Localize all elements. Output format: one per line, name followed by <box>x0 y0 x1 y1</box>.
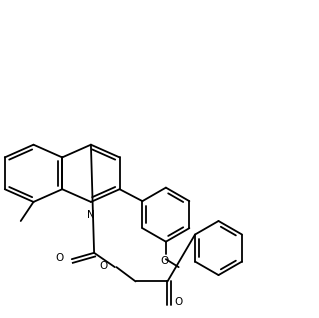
Text: O: O <box>174 297 183 307</box>
Text: O: O <box>160 256 168 266</box>
Text: O: O <box>99 260 108 271</box>
Text: N: N <box>87 210 95 220</box>
Text: O: O <box>56 252 64 263</box>
